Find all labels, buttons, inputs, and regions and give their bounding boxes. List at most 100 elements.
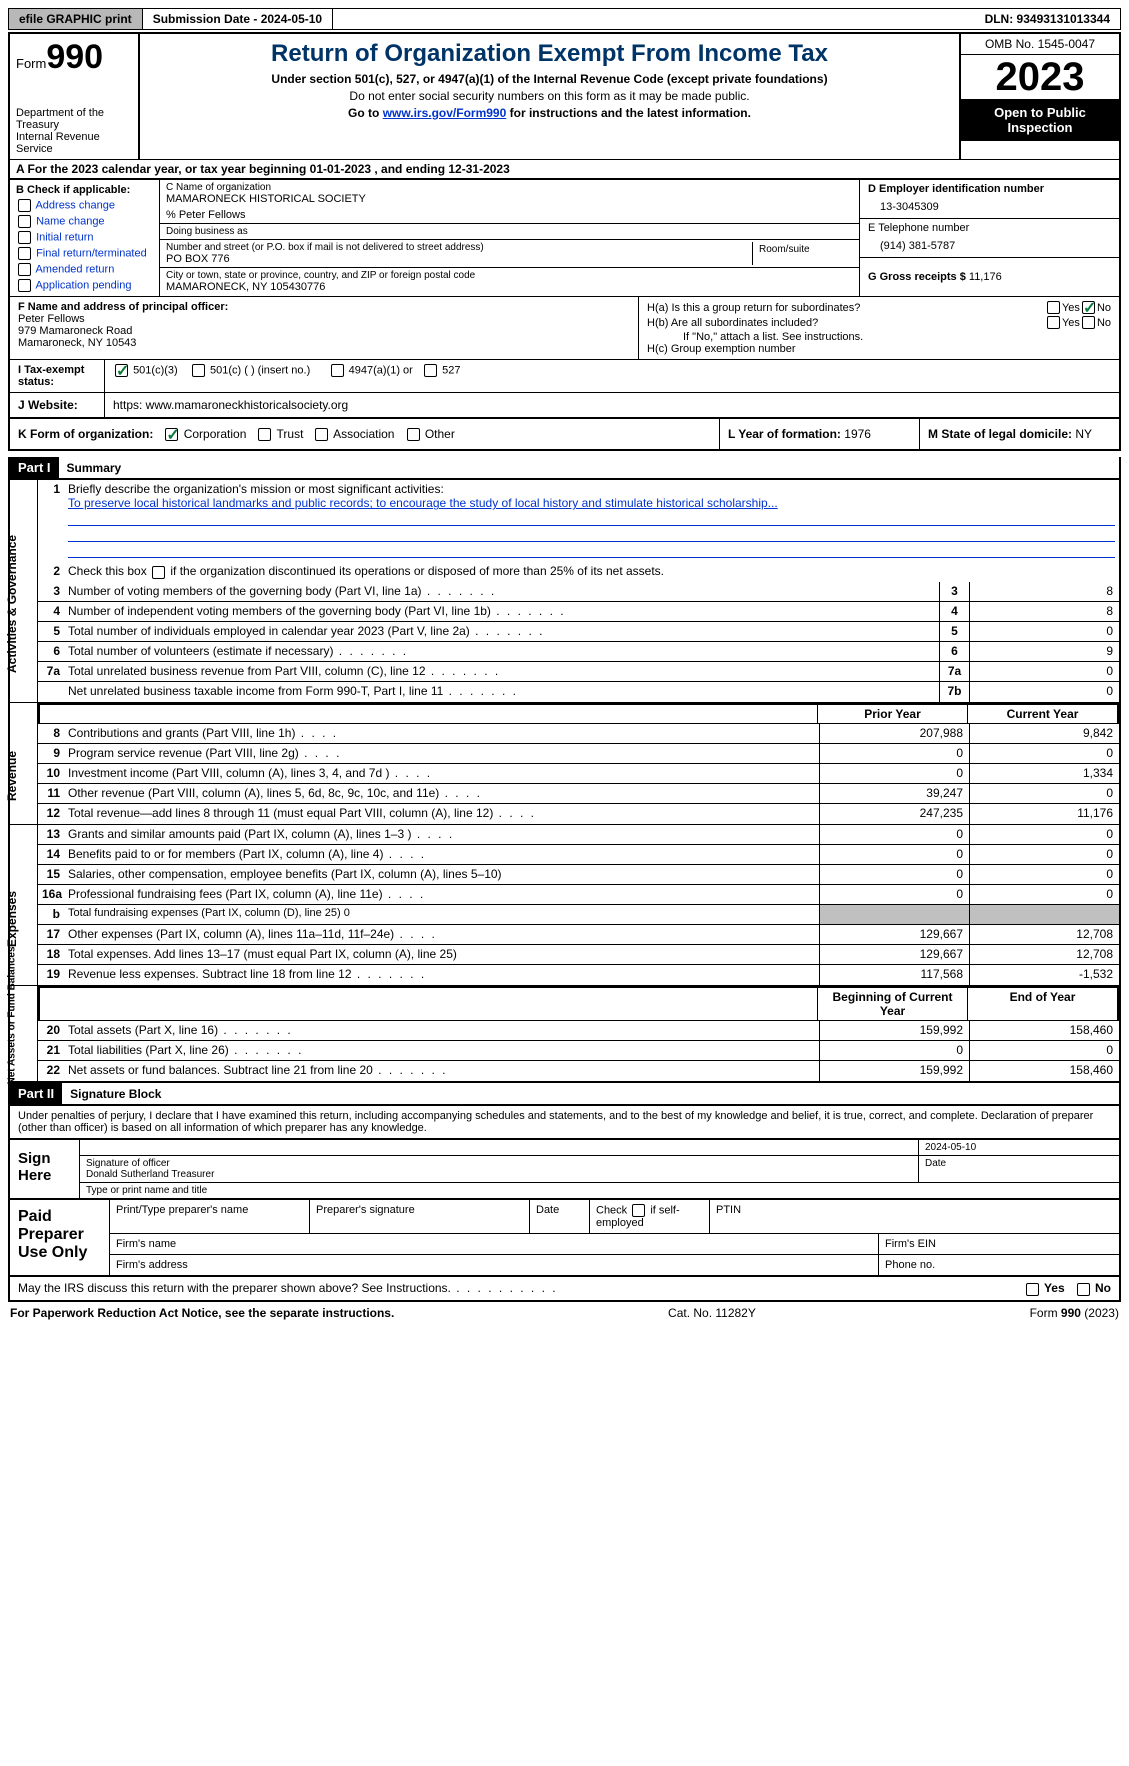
c-name-label: C Name of organization	[166, 182, 853, 193]
g-label: G Gross receipts $	[868, 271, 966, 283]
care-of: % Peter Fellows	[166, 209, 853, 221]
chk-other[interactable]	[407, 428, 420, 441]
table-row: 20Total assets (Part X, line 16)159,9921…	[38, 1021, 1119, 1041]
paid-preparer-block: Paid Preparer Use Only Print/Type prepar…	[8, 1200, 1121, 1277]
table-row: Net unrelated business taxable income fr…	[38, 682, 1119, 702]
chk-self-employed[interactable]	[632, 1204, 645, 1217]
summary-table: Activities & Governance 1 Briefly descri…	[8, 480, 1121, 1083]
col-c: C Name of organization MAMARONECK HISTOR…	[160, 180, 859, 296]
form990-link[interactable]: www.irs.gov/Form990	[383, 106, 507, 120]
chk-501c3[interactable]	[115, 364, 128, 377]
ha-no[interactable]	[1082, 301, 1095, 314]
hb-label: H(b) Are all subordinates included?	[647, 317, 1045, 329]
e-label: E Telephone number	[868, 222, 1111, 234]
line1-label: Briefly describe the organization's miss…	[68, 482, 444, 496]
street-address: PO BOX 776	[166, 253, 752, 265]
hb-note: If "No," attach a list. See instructions…	[647, 331, 1111, 343]
hdr-end-year: End of Year	[967, 988, 1117, 1020]
paperwork-notice: For Paperwork Reduction Act Notice, see …	[10, 1306, 394, 1320]
part1-header: Part ISummary	[8, 457, 1121, 480]
chk-trust[interactable]	[258, 428, 271, 441]
subtitle-3: Go to www.irs.gov/Form990 for instructio…	[150, 106, 949, 120]
m-label: M State of legal domicile:	[928, 427, 1072, 441]
chk-initial-return[interactable]: Initial return	[16, 231, 153, 244]
chk-association[interactable]	[315, 428, 328, 441]
table-row: 18Total expenses. Add lines 13–17 (must …	[38, 945, 1119, 965]
row-i: I Tax-exempt status: 501(c)(3) 501(c) ( …	[8, 359, 1121, 392]
table-row: 10Investment income (Part VIII, column (…	[38, 764, 1119, 784]
hb-no[interactable]	[1082, 316, 1095, 329]
chk-501c[interactable]	[192, 364, 205, 377]
ha-yes[interactable]	[1047, 301, 1060, 314]
table-row: 14Benefits paid to or for members (Part …	[38, 845, 1119, 865]
table-row: 9Program service revenue (Part VIII, lin…	[38, 744, 1119, 764]
omb-number: OMB No. 1545-0047	[961, 34, 1119, 55]
hc-label: H(c) Group exemption number	[647, 343, 1111, 355]
chk-final-return[interactable]: Final return/terminated	[16, 247, 153, 260]
part2-header: Part IISignature Block	[8, 1083, 1121, 1106]
j-label: J Website:	[10, 393, 105, 417]
hdr-current-year: Current Year	[967, 705, 1117, 723]
sig-date: 2024-05-10	[919, 1140, 1119, 1155]
col-deg: D Employer identification number 13-3045…	[859, 180, 1119, 296]
table-row: 16aProfessional fundraising fees (Part I…	[38, 885, 1119, 905]
table-row: 11Other revenue (Part VIII, column (A), …	[38, 784, 1119, 804]
chk-527[interactable]	[424, 364, 437, 377]
form-footer: Form 990 (2023)	[1030, 1306, 1119, 1320]
chk-address-change[interactable]: Address change	[16, 199, 153, 212]
city-label: City or town, state or province, country…	[166, 270, 853, 281]
table-row: 8Contributions and grants (Part VIII, li…	[38, 724, 1119, 744]
part2-bar: Part II	[10, 1083, 62, 1104]
mission-text: To preserve local historical landmarks a…	[68, 496, 778, 510]
form-header: Form990 Department of the Treasury Inter…	[8, 32, 1121, 159]
street-label: Number and street (or P.O. box if mail i…	[166, 242, 752, 253]
table-row: bTotal fundraising expenses (Part IX, co…	[38, 905, 1119, 925]
l-label: L Year of formation:	[728, 427, 841, 441]
chk-application-pending[interactable]: Application pending	[16, 279, 153, 292]
dept-treasury: Department of the Treasury	[16, 107, 132, 131]
officer-sig-name: Donald Sutherland Treasurer	[86, 1169, 214, 1180]
chk-amended-return[interactable]: Amended return	[16, 263, 153, 276]
year-formation: 1976	[844, 427, 871, 441]
block-bcdeg: B Check if applicable: Address change Na…	[8, 180, 1121, 296]
part2-title: Signature Block	[62, 1084, 169, 1104]
discuss-no[interactable]	[1077, 1283, 1090, 1296]
table-row: 3Number of voting members of the governi…	[38, 582, 1119, 602]
hb-yes[interactable]	[1047, 316, 1060, 329]
ha-label: H(a) Is this a group return for subordin…	[647, 302, 1045, 314]
table-row: 13Grants and similar amounts paid (Part …	[38, 825, 1119, 845]
chk-corporation[interactable]	[165, 428, 178, 441]
irs-label: Internal Revenue Service	[16, 131, 132, 155]
section-net-assets: Net Assets or Fund Balances	[6, 994, 17, 1084]
gross-receipts: 11,176	[969, 271, 1002, 283]
phone-label: Phone no.	[879, 1255, 1119, 1275]
table-row: 15Salaries, other compensation, employee…	[38, 865, 1119, 885]
date-label: Date	[919, 1156, 1119, 1182]
subtitle-1: Under section 501(c), 527, or 4947(a)(1)…	[150, 72, 949, 86]
discuss-yes[interactable]	[1026, 1283, 1039, 1296]
chk-discontinued[interactable]	[152, 566, 165, 579]
discuss-question: May the IRS discuss this return with the…	[18, 1281, 451, 1295]
table-row: 5Total number of individuals employed in…	[38, 622, 1119, 642]
firm-ein-label: Firm's EIN	[879, 1234, 1119, 1254]
cat-no: Cat. No. 11282Y	[668, 1306, 756, 1320]
section-revenue: Revenue	[5, 741, 19, 801]
hdr-begin-year: Beginning of Current Year	[817, 988, 967, 1020]
table-row: 7aTotal unrelated business revenue from …	[38, 662, 1119, 682]
sig-officer-label: Signature of officer	[86, 1158, 170, 1169]
section-expenses: Expenses	[5, 877, 19, 947]
topbar: efile GRAPHIC print Submission Date - 20…	[8, 8, 1121, 30]
line2: Check this box Check this box if the org…	[64, 562, 1119, 582]
open-inspection: Open to Public Inspection	[961, 99, 1119, 141]
dln: DLN: 93493131013344	[975, 9, 1120, 29]
chk-4947[interactable]	[331, 364, 344, 377]
form-word: Form	[16, 56, 46, 71]
subtitle-2: Do not enter social security numbers on …	[150, 89, 949, 103]
sign-here-block: Sign Here 2024-05-10 Signature of office…	[8, 1140, 1121, 1200]
room-label: Room/suite	[759, 244, 847, 255]
part1-bar: Part I	[10, 457, 59, 478]
k-label: K Form of organization:	[18, 427, 153, 441]
prep-date-label: Date	[530, 1200, 590, 1233]
chk-name-change[interactable]: Name change	[16, 215, 153, 228]
b-label: B Check if applicable:	[16, 184, 153, 196]
